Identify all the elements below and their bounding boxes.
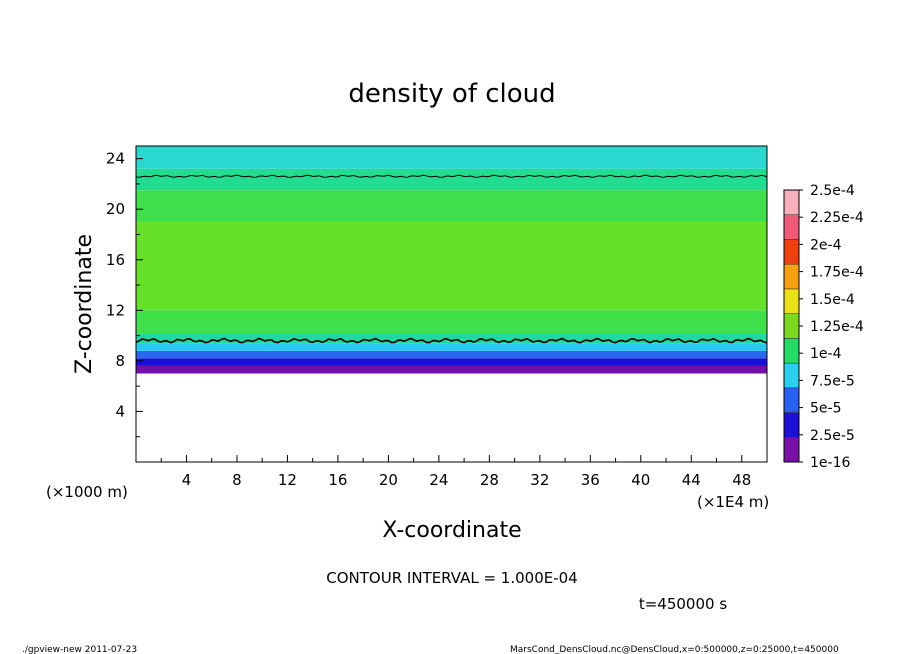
density-band-8	[136, 168, 767, 191]
colorbar-label: 2e-4	[810, 237, 842, 253]
colorbar-swatch	[783, 437, 800, 463]
density-band-1	[136, 358, 767, 366]
colorbar-label: 2.5e-5	[810, 428, 855, 444]
colorbar-swatch	[783, 412, 800, 438]
colorbar-swatch	[783, 338, 800, 364]
x-tick-label: 8	[232, 471, 242, 489]
y-axis-label: Z-coordinate	[72, 234, 97, 374]
colorbar-label: 1.75e-4	[810, 265, 864, 281]
colorbar-label: 2.25e-4	[810, 210, 864, 226]
y-tick-label: 4	[115, 402, 125, 420]
x-tick-label: 12	[278, 471, 297, 489]
density-band-5	[136, 310, 767, 334]
density-band-4	[136, 333, 767, 344]
density-band-7	[136, 190, 767, 222]
colorbar-label: 1e-4	[810, 346, 842, 362]
plot-frame	[135, 145, 768, 463]
x-tick-label: 44	[682, 471, 701, 489]
y-tick-label: 16	[106, 251, 125, 269]
density-bands	[136, 146, 767, 374]
contour-interval-label: CONTOUR INTERVAL = 1.000E-04	[326, 569, 577, 587]
colorbar-label: 5e-5	[810, 401, 841, 417]
x-axis-ticks: 4 8 12 16 20 24 28 32 36 40 44 48	[160, 455, 751, 489]
colorbar-swatch	[783, 288, 800, 314]
footer-right: MarsCond_DensCloud.nc@DensCloud,x=0:5000…	[510, 645, 839, 654]
contour-line-lower	[135, 337, 768, 344]
y-tick-label: 8	[115, 352, 125, 370]
x-tick-label: 32	[530, 471, 549, 489]
y-tick-label: 24	[106, 150, 125, 168]
colorbar-labels: 1e-16 2.5e-5 5e-5 7.5e-5 1e-4 1.25e-4 1.5e-4 1.…	[799, 183, 864, 471]
contour-line-upper	[135, 174, 768, 179]
colorbar-label: 7.5e-5	[810, 373, 855, 389]
y-axis-ticks: 4 8 12 16 20 24	[106, 150, 143, 438]
colorbar-swatches	[783, 189, 800, 463]
colorbar-swatch	[783, 387, 800, 413]
density-band-9	[136, 146, 767, 169]
y-tick-label: 20	[106, 200, 125, 218]
time-label: t=450000 s	[639, 595, 727, 613]
chart-title: density of cloud	[348, 79, 555, 109]
x-tick-label: 36	[581, 471, 600, 489]
x-tick-label: 20	[379, 471, 398, 489]
density-band-0	[136, 365, 767, 374]
colorbar: 1e-16 2.5e-5 5e-5 7.5e-5 1e-4 1.25e-4 1.5e-4 1.…	[783, 183, 864, 471]
y-axis-unit: (×1000 m)	[46, 483, 128, 501]
colorbar-swatch	[783, 239, 800, 265]
colorbar-swatch	[783, 263, 800, 290]
colorbar-label: 1e-16	[810, 455, 850, 471]
x-tick-label: 48	[732, 471, 751, 489]
colorbar-label: 2.5e-4	[810, 183, 855, 199]
x-tick-label: 28	[480, 471, 499, 489]
x-axis-label: X-coordinate	[382, 518, 521, 543]
x-tick-label: 16	[328, 471, 347, 489]
colorbar-swatch	[783, 313, 800, 339]
x-tick-label: 4	[182, 471, 192, 489]
colorbar-swatch	[783, 214, 800, 240]
colorbar-swatch	[783, 189, 800, 215]
colorbar-label: 1.25e-4	[810, 319, 864, 335]
density-band-2	[136, 350, 767, 359]
x-tick-label: 24	[429, 471, 448, 489]
footer-left: ./gpview-new 2011-07-23	[22, 645, 137, 654]
x-axis-unit: (×1E4 m)	[697, 493, 769, 511]
density-band-3	[136, 343, 767, 351]
y-tick-label: 12	[106, 301, 125, 319]
colorbar-label: 1.5e-4	[810, 292, 855, 308]
density-band-6	[136, 221, 767, 311]
x-tick-label: 40	[631, 471, 650, 489]
colorbar-swatch	[783, 362, 800, 389]
